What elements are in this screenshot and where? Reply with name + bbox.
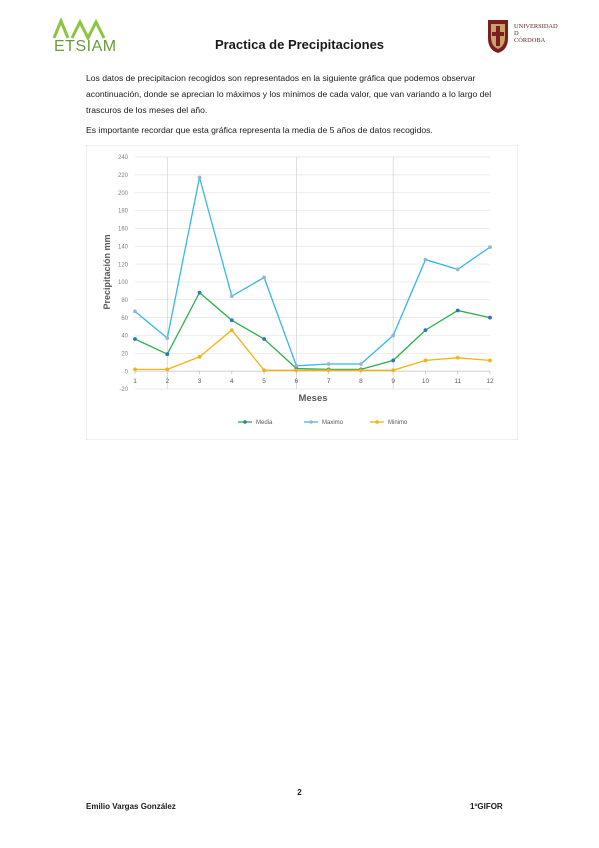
university-crest-icon [488,20,508,53]
university-name-line: D [514,30,519,37]
page-number: 2 [297,788,302,797]
y-tick-label: 60 [121,316,128,322]
x-tick-label: 5 [262,378,266,385]
legend-label: Media [256,420,273,426]
y-tick-label: 220 [118,173,129,179]
data-point-minimo [359,368,363,373]
data-point-maximo [294,363,299,368]
y-tick-label: 120 [118,262,129,268]
page-title: Practica de Precipitaciones [214,37,385,52]
data-point-media [391,358,396,363]
university-name-line: CÓRDOBA [514,37,546,44]
x-axis-label: Meses [298,393,327,404]
chart-legend: Media Maximo Minimo [238,420,408,426]
y-axis-label: Precipitación mm [102,234,112,309]
data-point-maximo [197,175,202,180]
data-point-media [455,308,460,313]
x-tick-label: 11 [454,378,461,385]
x-tick-label: 8 [359,378,363,385]
series-line-minimo [135,329,491,371]
university-logo: UNIVERSIDAD D CÓRDOBA [485,18,558,58]
etsiam-logo-mark [52,18,106,40]
etsiam-logo-text: ETSIAM [54,38,117,55]
x-tick-label: 3 [198,378,202,385]
data-point-media [133,337,137,341]
data-point-minimo [423,358,428,363]
x-tick-label: 4 [230,378,234,385]
data-point-maximo [262,275,266,280]
data-point-minimo [294,368,299,373]
data-point-minimo [229,328,234,333]
y-tick-label: 140 [118,244,129,250]
y-tick-label: 100 [118,280,129,286]
data-point-maximo [229,294,234,299]
data-point-media [423,328,428,333]
y-tick-label: 80 [121,298,128,304]
note-paragraph: Es importante recordar que esta gráfica … [86,125,433,135]
y-tick-label: 180 [118,209,129,215]
data-point-media [262,337,266,341]
data-point-maximo [423,257,428,262]
legend-marker [243,420,247,424]
y-tick-label: 20 [121,352,128,358]
x-tick-label: 7 [327,378,331,385]
x-tick-label: 1 [133,378,137,385]
y-tick-label: 0 [125,369,129,375]
data-point-maximo [326,362,331,366]
legend-marker [375,420,379,424]
intro-paragraph: Los datos de precipitacion recogidos son… [86,73,492,115]
etsiam-logo: ETSIAM [50,18,120,58]
data-point-minimo [391,368,396,373]
data-point-minimo [197,354,202,359]
data-point-maximo [455,267,460,272]
series-line-media [134,291,491,371]
x-tick-label: 2 [165,378,169,385]
data-point-media [197,290,202,295]
author-name: Emilio Vargas González [86,802,176,811]
data-point-minimo [455,355,460,360]
data-point-media [229,318,234,323]
data-point-minimo [262,368,266,373]
series-line-maximo [134,177,491,367]
y-tick-label: -20 [119,387,128,393]
y-tick-label: 240 [118,155,129,161]
chart-frame [86,145,518,440]
data-point-minimo [165,367,170,372]
x-tick-label: 10 [422,378,430,385]
x-tick-label: 12 [486,378,494,385]
y-tick-label: 160 [118,227,129,233]
data-point-maximo [488,245,492,250]
x-tick-label: 9 [391,378,395,385]
data-point-minimo [488,358,492,363]
data-point-maximo [165,336,170,341]
legend-label: Minimo [388,420,408,426]
data-point-maximo [133,309,137,314]
data-point-media [165,352,170,357]
data-point-maximo [391,333,396,338]
university-name-line: UNIVERSIDAD [514,23,558,30]
data-point-minimo [326,368,331,373]
data-point-minimo [133,367,137,372]
legend-label: Maximo [322,420,344,426]
legend-marker [309,420,313,424]
y-tick-label: 40 [121,334,128,340]
y-tick-label: 200 [118,191,129,197]
x-tick-label: 6 [295,378,299,385]
data-point-maximo [359,362,363,366]
university-name: UNIVERSIDAD D CÓRDOBA [514,23,558,44]
data-point-media [488,315,492,320]
course-code: 1ºGIFOR [470,802,503,811]
